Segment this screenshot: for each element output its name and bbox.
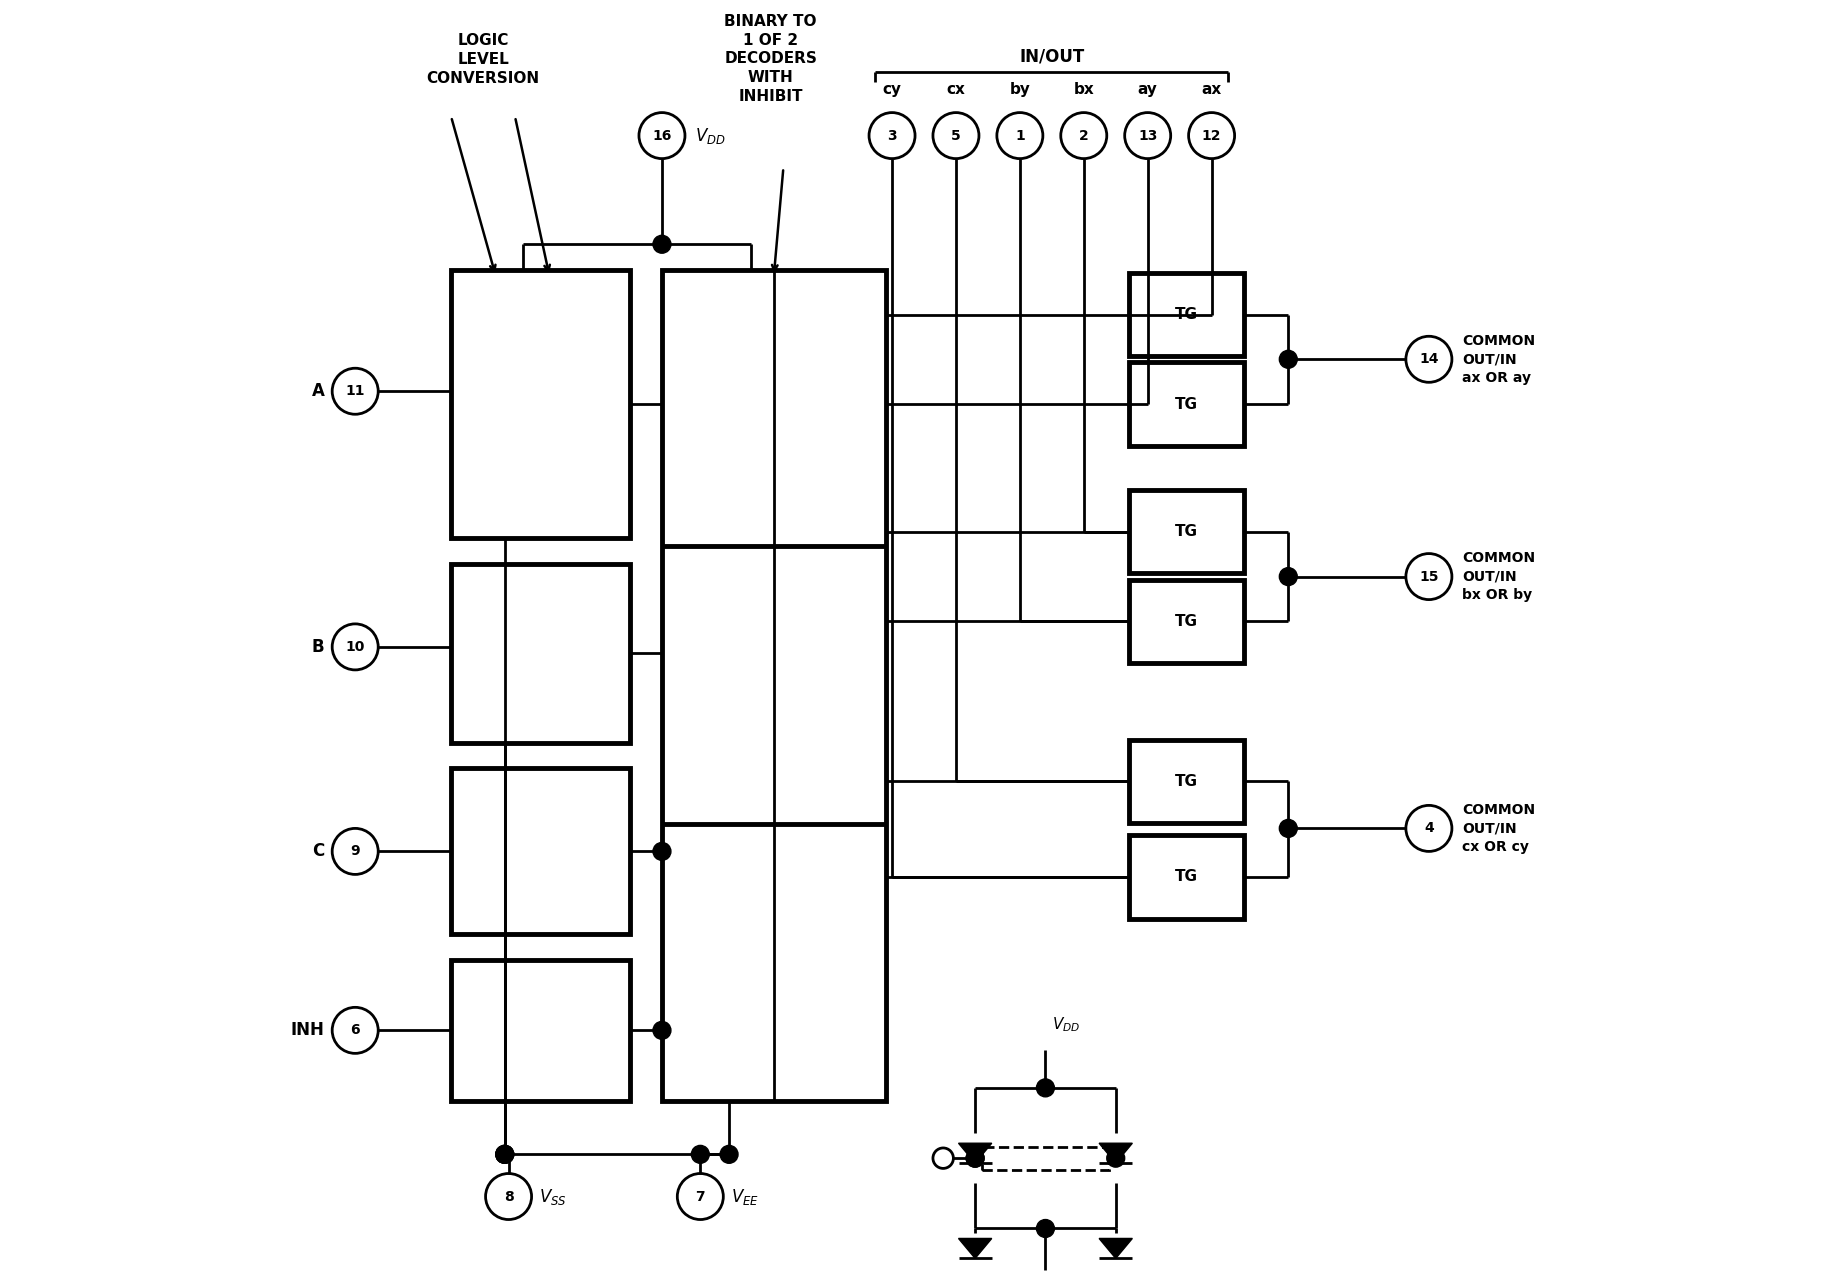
Circle shape [652,843,671,861]
Polygon shape [959,1239,992,1258]
Text: 14: 14 [1419,352,1438,366]
Bar [1129,739,1244,822]
Circle shape [967,1149,985,1167]
Circle shape [1037,1079,1055,1097]
Text: $V_{DD}$: $V_{DD}$ [1052,1016,1079,1034]
Bar [451,959,630,1100]
Text: 12: 12 [1201,128,1222,142]
Bar [1129,363,1244,446]
Text: cx: cx [946,82,965,97]
Circle shape [1037,1220,1055,1237]
Text: ax: ax [1201,82,1222,97]
Text: 3: 3 [887,128,896,142]
Text: TG: TG [1175,397,1198,411]
Circle shape [967,1149,985,1167]
Text: 11: 11 [346,384,364,398]
Bar [451,270,630,538]
Text: 6: 6 [351,1024,360,1038]
Text: cy: cy [883,82,902,97]
Text: 7: 7 [695,1190,706,1204]
Text: TG: TG [1175,307,1198,322]
Bar [451,564,630,743]
Text: 5: 5 [952,128,961,142]
Circle shape [1279,350,1297,368]
Bar [1129,273,1244,356]
Bar [1129,491,1244,574]
Circle shape [495,1145,514,1163]
Circle shape [1107,1149,1125,1167]
Polygon shape [1100,1143,1133,1163]
Text: LOGIC
LEVEL
CONVERSION: LOGIC LEVEL CONVERSION [427,33,540,86]
Text: $V_{DD}$: $V_{DD}$ [695,126,726,146]
Text: $V_{SS}$: $V_{SS}$ [540,1186,567,1207]
Text: TG: TG [1175,614,1198,629]
Polygon shape [1100,1239,1133,1258]
Text: $V_{EE}$: $V_{EE}$ [732,1186,760,1207]
Text: by: by [1009,82,1031,97]
Text: 8: 8 [505,1190,514,1204]
Text: 10: 10 [346,640,364,653]
Circle shape [721,1145,737,1163]
Bar [1129,835,1244,918]
Circle shape [652,236,671,254]
Text: COMMON
OUT/IN
bx OR by: COMMON OUT/IN bx OR by [1462,551,1536,602]
Text: bx: bx [1074,82,1094,97]
Text: BINARY TO
1 OF 2
DECODERS
WITH
INHIBIT: BINARY TO 1 OF 2 DECODERS WITH INHIBIT [724,14,817,104]
Text: TG: TG [1175,774,1198,789]
Text: A: A [312,382,325,400]
Text: 16: 16 [652,128,671,142]
Bar [451,769,630,935]
Text: ay: ay [1138,82,1157,97]
Text: 1: 1 [1015,128,1026,142]
Polygon shape [959,1143,992,1163]
Circle shape [495,1145,514,1163]
Bar [1129,580,1244,662]
Text: 4: 4 [1425,821,1434,835]
Text: 2: 2 [1079,128,1088,142]
Text: C: C [312,843,325,861]
Text: 9: 9 [351,844,360,858]
Bar [662,270,885,1100]
Text: INH: INH [290,1021,325,1039]
Text: 15: 15 [1419,570,1438,584]
Circle shape [652,1021,671,1039]
Circle shape [495,1145,514,1163]
Text: 13: 13 [1138,128,1157,142]
Text: COMMON
OUT/IN
cx OR cy: COMMON OUT/IN cx OR cy [1462,803,1536,854]
Text: COMMON
OUT/IN
ax OR ay: COMMON OUT/IN ax OR ay [1462,334,1536,384]
Text: TG: TG [1175,524,1198,539]
Text: B: B [312,638,325,656]
Circle shape [1279,567,1297,585]
Bar [981,1146,1109,1170]
Text: TG: TG [1175,870,1198,884]
Text: IN/OUT: IN/OUT [1020,47,1085,65]
Circle shape [691,1145,710,1163]
Circle shape [1279,820,1297,838]
